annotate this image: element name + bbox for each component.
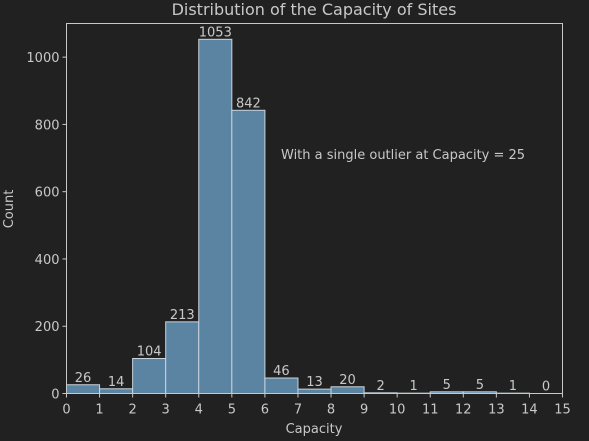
histogram-bar bbox=[330, 386, 365, 395]
x-tick-label: 3 bbox=[162, 403, 170, 418]
x-tick-label: 14 bbox=[521, 403, 538, 418]
y-tick-label: 400 bbox=[35, 253, 60, 268]
bar-value-label: 213 bbox=[170, 308, 195, 323]
bar-value-label: 14 bbox=[108, 375, 125, 390]
bar-value-label: 13 bbox=[306, 375, 323, 390]
x-tick-label: 5 bbox=[228, 403, 236, 418]
chart-title: Distribution of the Capacity of Sites bbox=[172, 0, 457, 19]
bar-value-label: 5 bbox=[443, 378, 451, 393]
x-tick-label: 12 bbox=[455, 403, 472, 418]
y-axis-ticks: 0 200 400 600 800 1000 bbox=[26, 51, 67, 403]
x-tick-label: 9 bbox=[360, 403, 368, 418]
x-tick-label: 1 bbox=[95, 403, 103, 418]
x-tick-label: 6 bbox=[261, 403, 269, 418]
bar-value-label: 1053 bbox=[199, 25, 232, 40]
bar-value-label: 842 bbox=[236, 96, 261, 111]
bar-value-label: 2 bbox=[376, 379, 384, 394]
histogram-bar bbox=[165, 321, 200, 395]
y-tick-label: 1000 bbox=[26, 51, 59, 66]
y-tick-label: 600 bbox=[35, 186, 60, 201]
y-tick-label: 800 bbox=[35, 118, 60, 133]
bar-value-label: 104 bbox=[137, 345, 162, 360]
y-tick-label: 200 bbox=[35, 320, 60, 335]
bar-value-label: 1 bbox=[509, 379, 517, 394]
bar-value-labels: 26 14 104 213 1053 842 46 13 20 2 1 5 5 1 0 bbox=[75, 25, 550, 394]
x-tick-label: 0 bbox=[62, 403, 70, 418]
bar-value-label: 20 bbox=[339, 373, 356, 388]
bar-value-label: 1 bbox=[410, 379, 418, 394]
x-tick-label: 7 bbox=[294, 403, 302, 418]
histogram-bar bbox=[231, 109, 266, 394]
histogram-bar bbox=[264, 377, 299, 395]
x-tick-label: 2 bbox=[128, 403, 136, 418]
x-tick-label: 13 bbox=[488, 403, 505, 418]
y-tick-label: 0 bbox=[51, 388, 59, 403]
bar-value-label: 26 bbox=[75, 371, 92, 386]
x-tick-label: 11 bbox=[422, 403, 439, 418]
x-axis-label: Capacity bbox=[286, 422, 343, 437]
histogram-bar bbox=[66, 384, 101, 395]
bar-value-label: 0 bbox=[542, 380, 550, 395]
plot-frame bbox=[66, 23, 563, 394]
x-tick-label: 4 bbox=[195, 403, 203, 418]
histogram-bar bbox=[132, 358, 167, 395]
outlier-annotation: With a single outlier at Capacity = 25 bbox=[281, 148, 525, 163]
x-tick-label: 15 bbox=[554, 403, 571, 418]
y-axis-label: Count bbox=[2, 190, 17, 229]
histogram-bar bbox=[198, 38, 233, 395]
bar-value-label: 5 bbox=[476, 378, 484, 393]
x-tick-label: 8 bbox=[327, 403, 335, 418]
bar-value-label: 46 bbox=[273, 364, 290, 379]
x-axis-ticks: 0 1 2 3 4 5 6 7 8 9 10 11 12 13 14 15 bbox=[62, 393, 571, 418]
bars-group bbox=[66, 38, 530, 395]
x-tick-label: 10 bbox=[389, 403, 406, 418]
